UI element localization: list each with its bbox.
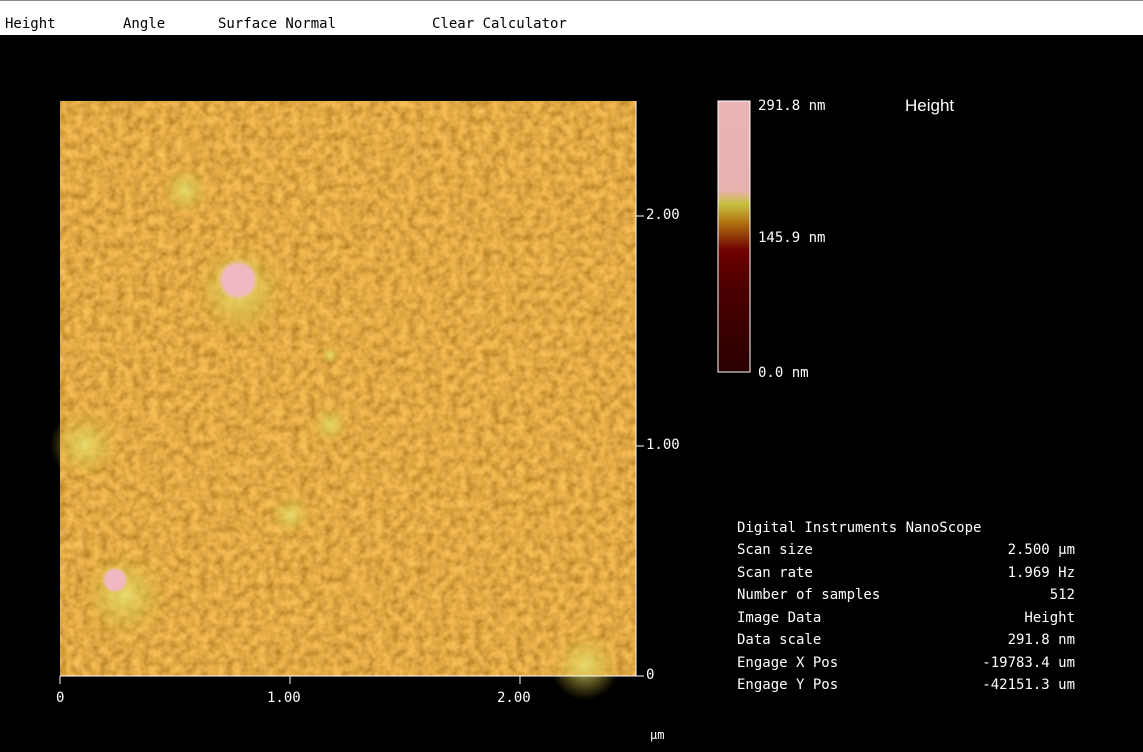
y-tick-label: 1.00 <box>646 437 680 453</box>
info-row: Data scale 291.8 nm <box>737 632 1075 648</box>
info-row: Image Data Height <box>737 610 1075 626</box>
info-label: Number of samples <box>737 587 880 603</box>
color-bar <box>718 101 750 372</box>
info-header: Digital Instruments NanoScope <box>737 520 981 536</box>
info-value: -19783.4 um <box>982 655 1075 671</box>
info-value: 1.969 Hz <box>1008 565 1075 581</box>
info-label: Scan size <box>737 542 813 558</box>
x-tick-label: 1.00 <box>267 690 301 706</box>
scale-mid: 145.9 nm <box>758 230 825 246</box>
info-row: Engage X Pos -19783.4 um <box>737 655 1075 671</box>
info-value: 2.500 µm <box>1008 542 1075 558</box>
info-label: Engage Y Pos <box>737 677 838 693</box>
scale-min: 0.0 nm <box>758 365 809 381</box>
info-row: Number of samples 512 <box>737 587 1075 603</box>
info-label: Engage X Pos <box>737 655 838 671</box>
info-value: 512 <box>1050 587 1075 603</box>
info-label: Image Data <box>737 610 821 626</box>
info-label: Data scale <box>737 632 821 648</box>
x-tick-label: 2.00 <box>497 690 531 706</box>
y-tick-label: 0 <box>646 667 654 683</box>
scale-max: 291.8 nm <box>758 98 825 114</box>
x-tick-label: 0 <box>56 690 64 706</box>
info-row: Scan size 2.500 µm <box>737 542 1075 558</box>
info-row: Engage Y Pos -42151.3 um <box>737 677 1075 693</box>
height-image <box>50 101 636 700</box>
info-value: -42151.3 um <box>982 677 1075 693</box>
info-label: Scan rate <box>737 565 813 581</box>
info-value: 291.8 nm <box>1008 632 1075 648</box>
x-unit: µm <box>650 728 664 742</box>
scale-title: Height <box>905 96 954 116</box>
info-row: Scan rate 1.969 Hz <box>737 565 1075 581</box>
info-value: Height <box>1024 610 1075 626</box>
screen: Height Angle Surface Normal Clear Calcul… <box>0 0 1143 752</box>
y-tick-label: 2.00 <box>646 207 680 223</box>
